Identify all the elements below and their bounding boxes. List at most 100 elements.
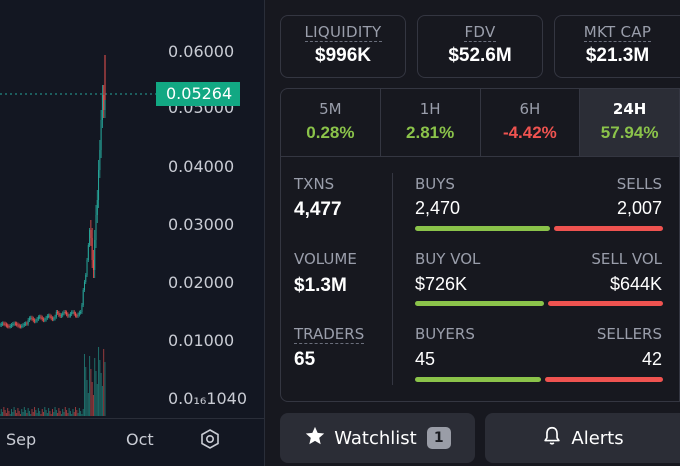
liquidity-card[interactable]: LIQUIDITY $996K (280, 15, 406, 78)
candle-body (23, 323, 25, 325)
candle-body (76, 315, 78, 317)
volume-bar (26, 413, 28, 416)
candles (0, 55, 106, 329)
candle-body (22, 324, 24, 326)
volume-bar (48, 408, 50, 416)
volume-bar (31, 409, 33, 416)
candle-body (5, 324, 7, 326)
txns-value: 4,477 (294, 199, 342, 220)
candle-body (0, 324, 2, 326)
candle-body (16, 323, 18, 325)
candle-body (104, 92, 106, 110)
candle-body (64, 312, 66, 314)
candle-body (11, 324, 13, 326)
volume-bar (81, 414, 83, 416)
volume-bar (27, 408, 29, 416)
alerts-button[interactable]: Alerts (485, 413, 680, 463)
candle-body (44, 319, 46, 321)
candle-body (68, 315, 70, 317)
fdv-card[interactable]: FDV $52.6M (417, 15, 543, 78)
candle-body (94, 240, 96, 270)
volume-bar (59, 411, 61, 416)
volume-bar (17, 408, 19, 416)
volume-bar (39, 411, 41, 416)
volume-bar (40, 414, 42, 416)
sells-label: SELLS (616, 175, 662, 193)
volume-bar (100, 373, 102, 416)
candle-body (98, 170, 100, 200)
y-tick: 0.02000 (168, 273, 235, 292)
candle-body (55, 312, 57, 317)
volume-bar (96, 384, 98, 416)
volume-bar (68, 408, 70, 416)
candle-body (99, 150, 101, 170)
tab-6h[interactable]: 6H -4.42% (481, 89, 581, 156)
candle-body (85, 275, 87, 282)
fdv-label: FDV (464, 23, 496, 42)
volume-bar (9, 414, 11, 416)
buys-bar (415, 226, 550, 231)
current-price-tag: 0.05264 (156, 82, 240, 106)
price-change: 57.94% (600, 123, 659, 142)
volume-bar (83, 354, 85, 416)
volume-bar (35, 410, 37, 416)
candle-body (14, 323, 16, 325)
tab-24h[interactable]: 24H 57.94% (580, 89, 679, 156)
candle-body (31, 317, 33, 319)
volume-bar (54, 407, 56, 416)
candle-body (48, 315, 50, 317)
volume-bar (82, 409, 84, 416)
volume-bar (28, 411, 30, 416)
tab-5m[interactable]: 5M 0.28% (281, 89, 381, 156)
x-tick: Sep (6, 430, 37, 449)
candle-body (80, 312, 82, 314)
volume-bar (91, 382, 93, 416)
tab-label: 24H (612, 100, 647, 118)
sell-vol-label: SELL VOL (591, 250, 662, 268)
candle-body (8, 326, 10, 328)
mkt-cap-label: MKT CAP (583, 23, 652, 42)
volume-bar (63, 412, 65, 416)
volume-bar (66, 410, 68, 416)
candle-body (73, 312, 75, 314)
fdv-value: $52.6M (448, 45, 512, 66)
traders-value: 65 (294, 349, 316, 370)
volume-bar (43, 412, 45, 416)
candle-body (100, 120, 102, 150)
tab-1h[interactable]: 1H 2.81% (381, 89, 481, 156)
watchlist-button[interactable]: Watchlist 1 (280, 413, 475, 463)
volume-bar (99, 360, 101, 416)
volume-bar (62, 409, 64, 416)
candle-body (90, 230, 92, 238)
candle-body (9, 325, 11, 327)
sell-vol-bar (548, 301, 663, 306)
candle-body (4, 323, 6, 325)
chart-settings-icon[interactable] (198, 427, 222, 451)
price-chart[interactable]: 0.06000 0.05000 0.04000 0.03000 0.02000 … (0, 0, 265, 466)
candle-body (28, 318, 30, 320)
candle-body (51, 318, 53, 320)
volume-bar (46, 413, 48, 416)
volume-bar (7, 408, 9, 416)
volume-bar (30, 414, 32, 416)
candle-body (59, 314, 61, 316)
volume-bar (76, 410, 78, 416)
volume-bar (75, 407, 77, 416)
candle-body (92, 260, 94, 270)
tab-label: 5M (319, 100, 342, 118)
volume-bar (19, 414, 21, 416)
candle-body (2, 323, 4, 325)
candle-body (13, 323, 15, 325)
volume-bar (89, 356, 91, 416)
watchlist-count-badge: 1 (426, 427, 451, 449)
sellers-label: SELLERS (596, 325, 662, 343)
volume-bar (34, 407, 36, 416)
volume-bar (2, 412, 4, 416)
volume-bar (90, 369, 92, 416)
candle-body (87, 245, 89, 260)
mkt-cap-card[interactable]: MKT CAP $21.3M (554, 15, 680, 78)
volume-bar (49, 411, 51, 416)
volume-bar (101, 386, 103, 416)
candle-body (60, 315, 62, 317)
price-change: 2.81% (406, 123, 455, 142)
